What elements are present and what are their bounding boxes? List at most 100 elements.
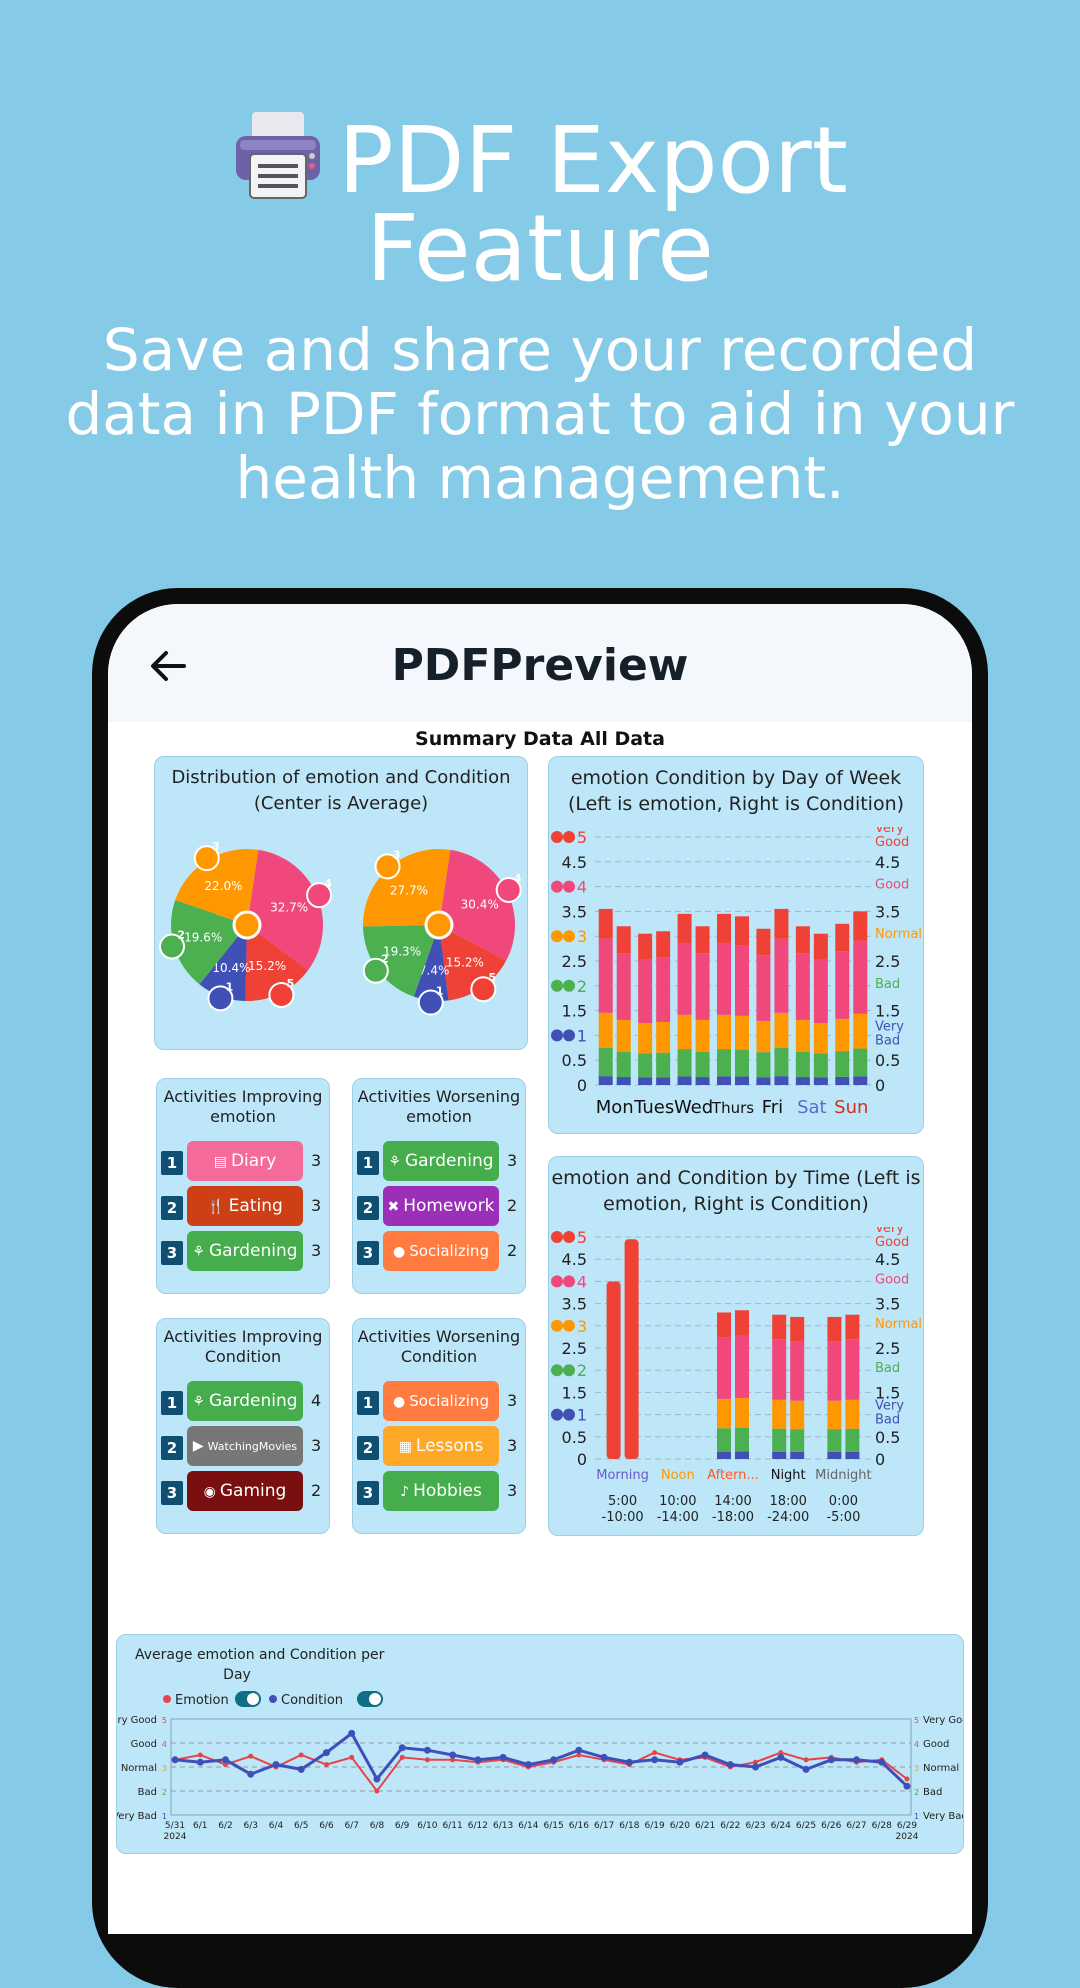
app-title: PDFPreview — [391, 640, 689, 691]
activity-rank: 2 — [161, 1196, 183, 1220]
right-axis-label: Normal — [875, 1317, 922, 1332]
guitar-icon: ♪ — [400, 1484, 410, 1500]
legend-toggle-knob — [247, 1693, 259, 1705]
activity-rank: 3 — [161, 1481, 183, 1505]
bar-Condition-segment — [656, 1021, 671, 1053]
activity-row: 3 ♪ Hobbies 3 — [353, 1471, 527, 1511]
x-tick-label: Sat — [797, 1097, 827, 1118]
bar-Condition-segment — [616, 1077, 631, 1085]
y-tick-label: 1 — [577, 1026, 587, 1045]
activity-pill[interactable]: ⚘ Gardening — [187, 1381, 303, 1421]
activity-pill[interactable]: ⚘ Gardening — [187, 1231, 303, 1271]
activity-pill[interactable]: 🍴 Eating — [187, 1186, 303, 1226]
activity-row: 3 ⚘ Gardening 3 — [157, 1231, 331, 1271]
emotion-pie-slice-label: 32.7% — [270, 901, 308, 915]
activity-rank: 2 — [357, 1196, 379, 1220]
school-icon: ▦ — [398, 1439, 412, 1455]
x-tick-label: 6/26 — [821, 1821, 841, 1831]
x-tick-label: Night — [771, 1468, 806, 1483]
point-Condition — [701, 1751, 709, 1759]
x-tick-label: Fri — [762, 1097, 783, 1118]
bar-Condition-segment — [853, 1013, 868, 1049]
time-range-end: -5:00 — [826, 1510, 860, 1525]
time-range-start: 0:00 — [829, 1494, 858, 1509]
point-Condition — [322, 1749, 330, 1757]
activity-label: Gardening — [404, 1151, 494, 1171]
right-axis-label: Bad — [875, 977, 900, 992]
condition-level-icon — [563, 1408, 575, 1421]
activity-label: Diary — [230, 1151, 277, 1171]
activity-rank: 1 — [357, 1151, 379, 1175]
bar-emotion-segment — [638, 959, 653, 1023]
activity-row: 2 ▦ Lessons 3 — [353, 1426, 527, 1466]
bar-emotion-segment — [835, 1051, 850, 1077]
activity-pill[interactable]: ● Socializing — [383, 1231, 499, 1271]
x-tick-label: 6/14 — [518, 1821, 538, 1831]
line-Condition — [174, 1731, 909, 1788]
activity-pill[interactable]: ▶ WatchingMovies — [187, 1426, 303, 1466]
x-tick-label: 6/10 — [417, 1821, 437, 1831]
y-tick-label: 0.5 — [562, 1051, 587, 1070]
emotion-pie-average-icon — [232, 910, 262, 940]
x-tick-year: 2024 — [164, 1832, 187, 1842]
bar-emotion-segment — [795, 953, 810, 1020]
emotion-level-icon — [551, 1029, 563, 1042]
x-tick-label: 6/6 — [319, 1821, 334, 1831]
bar-Condition-segment — [845, 1314, 860, 1340]
point-Condition — [499, 1753, 507, 1761]
point-Emotion — [222, 1762, 228, 1768]
activity-count: 3 — [311, 1436, 322, 1455]
y-level-number-left: 1 — [162, 1812, 167, 1821]
summary-title: Summary Data All Data — [415, 728, 665, 750]
bar-Condition-segment — [735, 1076, 749, 1085]
x-tick-label: 6/13 — [493, 1821, 513, 1831]
activity-card-title: Activities Worsening emotion — [357, 1087, 521, 1126]
y-tick-label-right: 0 — [875, 1450, 885, 1469]
activity-pill[interactable]: ✖ Homework — [383, 1186, 499, 1226]
hero-subtitle: Save and share your recorded data in PDF… — [65, 316, 1015, 512]
activity-pill[interactable]: ♪ Hobbies — [383, 1471, 499, 1511]
point-Emotion — [323, 1762, 329, 1768]
activity-pill[interactable]: ▦ Lessons — [383, 1426, 499, 1466]
activity-count: 3 — [311, 1241, 322, 1260]
activity-label: Eating — [228, 1196, 283, 1216]
activities-worsening-condition-card: Activities Worsening Condition 1 ● Socializ… — [352, 1318, 526, 1534]
activity-pill[interactable]: ▤ Diary — [187, 1141, 303, 1181]
activity-pill[interactable]: ◉ Gaming — [187, 1471, 303, 1511]
y-tick-label: 4.5 — [562, 1250, 587, 1269]
emotion-pie-slice — [245, 925, 309, 1001]
activity-pill[interactable]: ⚘ Gardening — [383, 1141, 499, 1181]
pie-card-title: Distribution of emotion and Condition (C… — [171, 767, 511, 814]
condition-pie-slice — [413, 925, 449, 1001]
bar-emotion-segment — [827, 1451, 842, 1459]
y-level-number-right: 5 — [914, 1716, 919, 1725]
bar-emotion-segment — [717, 1312, 731, 1338]
y-tick-label-right: 0.5 — [875, 1051, 900, 1070]
bar-emotion-segment — [772, 1314, 787, 1340]
y-label-left: Very Bad — [117, 1811, 157, 1822]
y-label-left: Normal — [121, 1763, 157, 1774]
emotion-pie-level-number: 3 — [212, 840, 220, 853]
person-icon: ● — [393, 1394, 406, 1410]
activity-row: 3 ● Socializing 2 — [353, 1231, 527, 1271]
right-axis-label: Normal — [875, 927, 922, 942]
activity-pill[interactable]: ● Socializing — [383, 1381, 499, 1421]
bar-Condition-segment — [845, 1339, 860, 1400]
bar-emotion-segment — [835, 951, 850, 1019]
bar-emotion-segment — [795, 1077, 810, 1085]
condition-pie-level-badge — [417, 989, 444, 1016]
sprout-icon: ⚘ — [192, 1244, 205, 1260]
x-tick-label: Midnight — [815, 1468, 872, 1483]
bar-Condition-segment — [813, 1022, 828, 1054]
activity-rank: 3 — [357, 1481, 379, 1505]
x-tick-label: 6/23 — [745, 1821, 765, 1831]
x-tick-label: 6/2 — [218, 1821, 232, 1831]
y-label-left: Bad — [138, 1787, 157, 1798]
daily-average-chart: Average emotion and Condition per Day Emot… — [117, 1647, 963, 1842]
activity-row: 1 ⚘ Gardening 4 — [157, 1381, 331, 1421]
arrow-left-icon[interactable] — [148, 646, 188, 686]
right-axis-label: Very — [875, 1019, 904, 1034]
y-tick-label: 3 — [577, 1317, 587, 1336]
condition-level-icon — [563, 1029, 575, 1042]
emotion-pie-slice — [247, 849, 323, 971]
